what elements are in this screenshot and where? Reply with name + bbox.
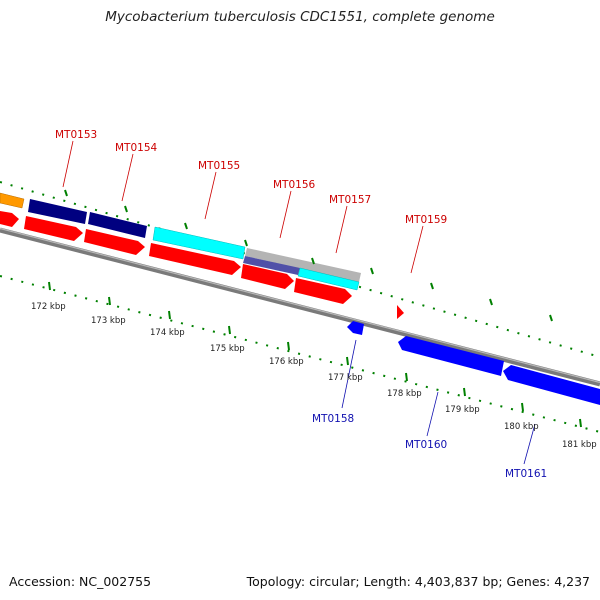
scale-label-180: 180 kbp — [504, 422, 539, 432]
scale-label-177: 177 kbp — [328, 373, 363, 383]
scale-label-172: 172 kbp — [31, 302, 66, 312]
cyan-feature-mt0155 — [152, 226, 246, 260]
accession-text: Accession: NC_002755 — [9, 574, 152, 589]
major-tick — [463, 387, 466, 397]
major-tick — [64, 189, 68, 197]
leader-line — [523, 423, 536, 465]
gene-label-mt0158: MT0158 — [312, 413, 354, 425]
gene-label-mt0157: MT0157 — [329, 194, 371, 206]
leader-line — [62, 140, 74, 188]
major-tick — [228, 325, 231, 335]
inner-tick-ring — [0, 275, 600, 433]
forward-cds-arrow — [149, 243, 241, 275]
forward-cds-ring — [0, 211, 404, 319]
gene-label-mt0161: MT0161 — [505, 468, 547, 480]
label-leaders — [62, 140, 536, 465]
major-tick — [48, 281, 51, 291]
leader-line — [204, 171, 217, 220]
major-tick — [430, 282, 434, 290]
major-tick — [168, 310, 171, 320]
forward-cds-arrow — [241, 264, 294, 289]
feature-ring-outer — [0, 192, 361, 291]
reverse-cds-arrow-mt0161 — [503, 365, 600, 405]
leader-line — [426, 391, 439, 437]
major-ticks — [48, 189, 582, 428]
gene-label-mt0153: MT0153 — [55, 129, 97, 141]
scale-label-179: 179 kbp — [445, 405, 480, 415]
gene-label-mt0154: MT0154 — [115, 142, 158, 154]
forward-cds-arrow — [84, 229, 145, 255]
forward-cds-arrow — [294, 278, 352, 304]
leader-line — [279, 190, 292, 239]
major-tick — [108, 296, 111, 306]
reverse-cds-ring — [347, 321, 600, 405]
genome-stats-text: Topology: circular; Length: 4,403,837 bp… — [246, 574, 590, 589]
scale-label-176: 176 kbp — [269, 357, 304, 367]
major-tick — [370, 267, 374, 275]
major-tick — [311, 257, 315, 265]
major-tick — [405, 372, 408, 382]
gene-label-mt0155: MT0155 — [198, 160, 240, 172]
major-tick — [124, 205, 128, 213]
forward-cds-arrow — [0, 211, 19, 227]
major-tick — [549, 314, 553, 322]
major-tick — [521, 402, 524, 412]
forward-cds-arrow-mt0159 — [397, 305, 404, 319]
gray-feature-mt0156 — [245, 248, 361, 282]
leader-line — [335, 205, 348, 254]
major-tick — [287, 341, 290, 351]
leader-line — [410, 225, 424, 274]
major-tick — [244, 239, 248, 247]
scale-label-175: 175 kbp — [210, 344, 245, 354]
orange-feature — [0, 192, 25, 209]
major-tick — [184, 222, 188, 230]
major-tick — [346, 356, 349, 366]
major-tick — [579, 418, 582, 428]
leader-line — [341, 339, 357, 409]
purple-feature-mt0156 — [243, 256, 300, 275]
gene-label-mt0159: MT0159 — [405, 214, 447, 226]
map-title: Mycobacterium tuberculosis CDC1551, comp… — [105, 9, 495, 25]
reverse-cds-arrow-mt0160 — [398, 336, 504, 376]
scale-label-174: 174 kbp — [150, 328, 185, 338]
cyan-feature-mt0157 — [297, 267, 360, 291]
gene-label-mt0156: MT0156 — [273, 179, 316, 191]
reverse-cds-arrow-mt0158 — [347, 321, 364, 335]
scale-label-178: 178 kbp — [387, 389, 422, 399]
navy-feature-mt0154 — [88, 212, 147, 238]
major-tick — [489, 298, 493, 306]
leader-line — [121, 153, 134, 202]
genome-backbone — [0, 227, 600, 387]
scale-label-173: 173 kbp — [91, 316, 126, 326]
genome-backbone-highlight — [0, 227, 600, 384]
scale-label-181: 181 kbp — [562, 440, 597, 450]
navy-feature-mt0153 — [28, 199, 87, 224]
forward-cds-arrow — [24, 216, 83, 241]
gene-label-mt0160: MT0160 — [405, 439, 447, 451]
